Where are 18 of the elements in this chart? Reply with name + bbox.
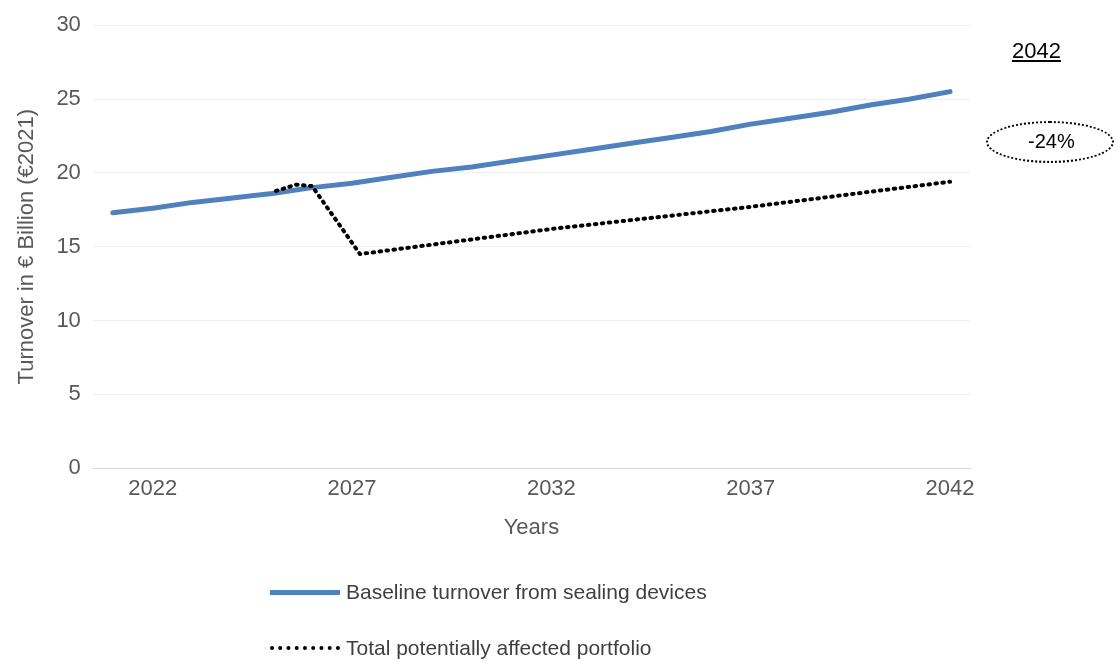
- y-tick-label: 5: [68, 380, 81, 406]
- legend-label: Baseline turnover from sealing devices: [346, 580, 707, 604]
- y-axis-title: Turnover in € Billion (€2021): [13, 108, 39, 385]
- x-tick-label: 2022: [128, 475, 178, 501]
- x-axis-title: Years: [503, 513, 560, 539]
- x-tick-label: 2037: [726, 475, 776, 501]
- text: 2042: [1012, 38, 1061, 64]
- legend-label: Total potentially affected portfolio: [346, 636, 652, 660]
- y-tick-label: 20: [56, 158, 81, 184]
- x-tick-label: 2032: [526, 475, 576, 501]
- y-tick-label: 15: [56, 232, 81, 258]
- y-tick-label: 30: [56, 11, 81, 37]
- x-tick-label: 2027: [327, 475, 377, 501]
- y-tick-label: 0: [68, 454, 81, 480]
- text: -24%: [1028, 130, 1075, 153]
- x-tick-label: 2042: [925, 475, 975, 501]
- y-tick-label: 10: [56, 306, 81, 332]
- y-tick-label: 25: [56, 85, 81, 111]
